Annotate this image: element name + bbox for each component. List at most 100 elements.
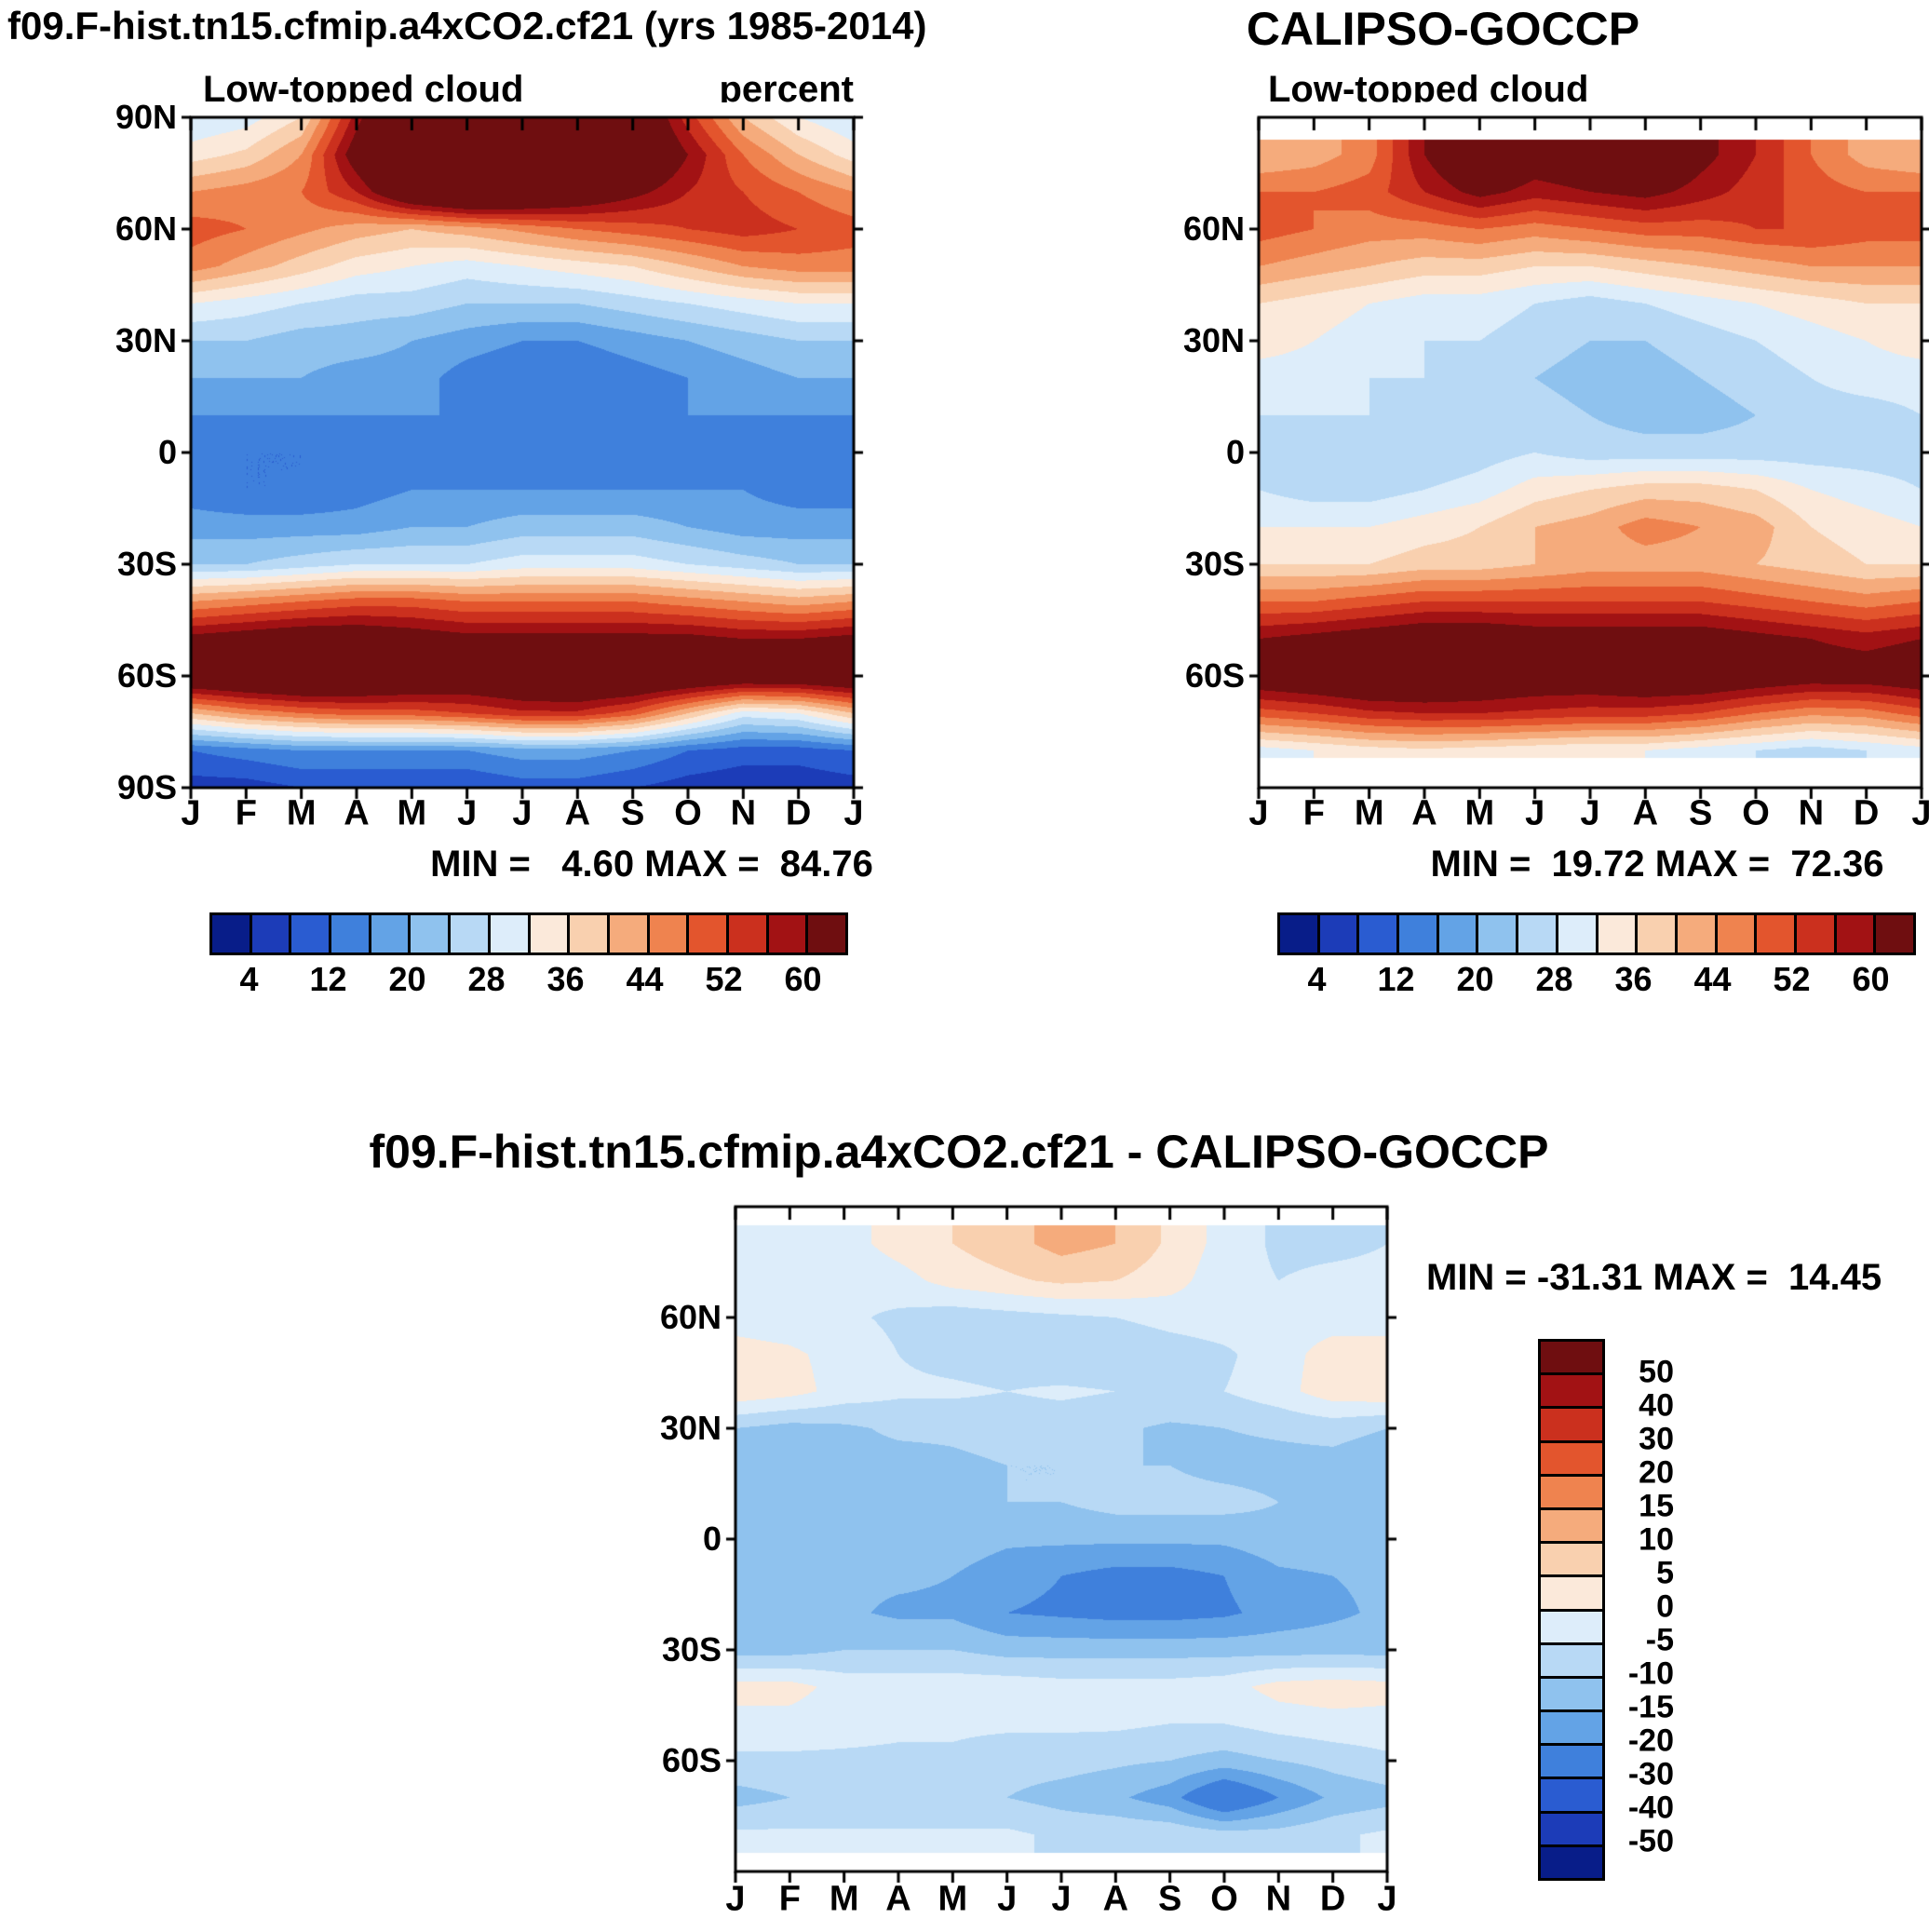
model-minmax-label: MIN = 4.60 MAX = 84.76 (430, 844, 873, 885)
colorbar-tick-label: 52 (705, 960, 743, 998)
colorbar-tick-label: -40 (1627, 1790, 1674, 1826)
colorbar-cell (530, 915, 571, 952)
colorbar-cell (371, 915, 411, 952)
colorbar-tick-label: 12 (309, 960, 347, 998)
colorbar-cell (1319, 915, 1360, 952)
x-axis-label: M (938, 1879, 968, 1919)
colorbar-cell (1359, 915, 1400, 952)
diff-minmax-label: MIN = -31.31 MAX = 14.45 (1426, 1257, 1882, 1298)
obs-minmax-label: MIN = 19.72 MAX = 72.36 (1430, 844, 1884, 885)
y-axis-label: 60S (1184, 656, 1245, 695)
colorbar-cell (1541, 1746, 1602, 1780)
obs-contour-plot (1244, 102, 1929, 803)
x-axis-label: D (1319, 1879, 1346, 1919)
y-axis-label: 30S (116, 545, 177, 583)
y-axis-label: 60S (661, 1741, 722, 1779)
colorbar-cell (1541, 1509, 1602, 1545)
x-axis-label: O (1742, 793, 1770, 833)
colorbar-cell (1796, 915, 1837, 952)
x-axis-label: S (1688, 793, 1713, 833)
colorbar-cell (1518, 915, 1558, 952)
colorbar-tick-label: 4 (239, 960, 259, 998)
colorbar-cell (1541, 1544, 1602, 1578)
y-axis-label: 30S (661, 1630, 722, 1669)
colorbar-cell (1677, 915, 1718, 952)
colorbar-cell (1541, 1644, 1602, 1679)
x-axis-label: J (1911, 793, 1929, 833)
x-axis-label: A (564, 793, 591, 833)
diff-colorbar: 50 40 30 20 15 10 5 0 -5 -10 -15 -20 -30 -40 -50 (1538, 1339, 1780, 1898)
colorbar-cell (1478, 915, 1519, 952)
colorbar-tick-label: -15 (1627, 1689, 1674, 1725)
y-axis-label: 90S (116, 768, 177, 806)
x-axis-label: J (725, 1879, 746, 1919)
colorbar-bar (209, 912, 848, 955)
diff-contour-plot (721, 1192, 1402, 1886)
colorbar-tick-label: 28 (467, 960, 506, 998)
colorbar-cell (570, 915, 610, 952)
colorbar-cell (1541, 1779, 1602, 1814)
x-axis-label: J (1248, 793, 1269, 833)
colorbar-tick-label: 44 (626, 960, 664, 998)
colorbar-tick-label: 12 (1377, 960, 1415, 998)
colorbar-cell (1280, 915, 1320, 952)
colorbar-tick-label: 50 (1639, 1354, 1674, 1390)
y-axis-label: 0 (702, 1520, 722, 1558)
colorbar-cell (411, 915, 452, 952)
colorbar-cell (490, 915, 531, 952)
colorbar-tick-label: 5 (1656, 1555, 1674, 1591)
colorbar-cell (808, 915, 845, 952)
x-axis-label: A (1102, 1879, 1129, 1919)
x-axis-label: J (997, 1879, 1018, 1919)
x-axis-label: S (620, 793, 645, 833)
colorbar-cell (1876, 915, 1913, 952)
colorbar-cell (1757, 915, 1797, 952)
x-axis-label: A (344, 793, 370, 833)
x-axis-label: N (1798, 793, 1825, 833)
y-axis-label: 60N (1182, 209, 1245, 248)
x-axis-label: N (730, 793, 757, 833)
colorbar-tick-label: 20 (388, 960, 426, 998)
colorbar-cell (1541, 1678, 1602, 1713)
model-contour-plot (176, 102, 869, 803)
colorbar-cell (1638, 915, 1678, 952)
x-axis-label: O (674, 793, 702, 833)
colorbar-tick-label: -5 (1645, 1622, 1674, 1658)
x-axis-label: J (843, 793, 864, 833)
x-axis-label: M (286, 793, 317, 833)
colorbar-cell (212, 915, 252, 952)
colorbar-cell (1717, 915, 1758, 952)
colorbar-tick-label: 10 (1639, 1521, 1674, 1558)
colorbar-tick-label: 36 (1614, 960, 1652, 998)
colorbar-tick-label: 52 (1773, 960, 1811, 998)
colorbar-cell (1598, 915, 1639, 952)
x-axis-label: J (1051, 1879, 1072, 1919)
x-axis-label: S (1157, 1879, 1182, 1919)
y-axis-label: 90N (115, 98, 177, 136)
y-axis-label: 30S (1184, 545, 1245, 583)
colorbar-tick-label: 60 (784, 960, 822, 998)
x-axis-label: F (235, 793, 257, 833)
colorbar-cell (451, 915, 491, 952)
colorbar-cell (251, 915, 292, 952)
colorbar-tick-label: 60 (1852, 960, 1890, 998)
colorbar-bar (1277, 912, 1916, 955)
colorbar-tick-label: -50 (1627, 1823, 1674, 1859)
colorbar-cell (1541, 1442, 1602, 1477)
colorbar-cell (1399, 915, 1439, 952)
x-axis-label: J (1580, 793, 1600, 833)
colorbar-tick-label: 0 (1656, 1588, 1674, 1625)
colorbar-cell (1438, 915, 1479, 952)
y-axis-label: 0 (1225, 433, 1245, 471)
colorbar-cell (1541, 1476, 1602, 1510)
x-axis-label: M (1354, 793, 1384, 833)
colorbar-cell (291, 915, 332, 952)
y-axis-label: 60S (116, 656, 177, 695)
colorbar-cell (1541, 1342, 1602, 1376)
x-axis-label: A (885, 1879, 911, 1919)
y-axis-label: 60N (115, 209, 177, 248)
x-axis-label: J (181, 793, 201, 833)
colorbar-cell (1541, 1846, 1602, 1878)
colorbar-cell (1541, 1409, 1602, 1443)
